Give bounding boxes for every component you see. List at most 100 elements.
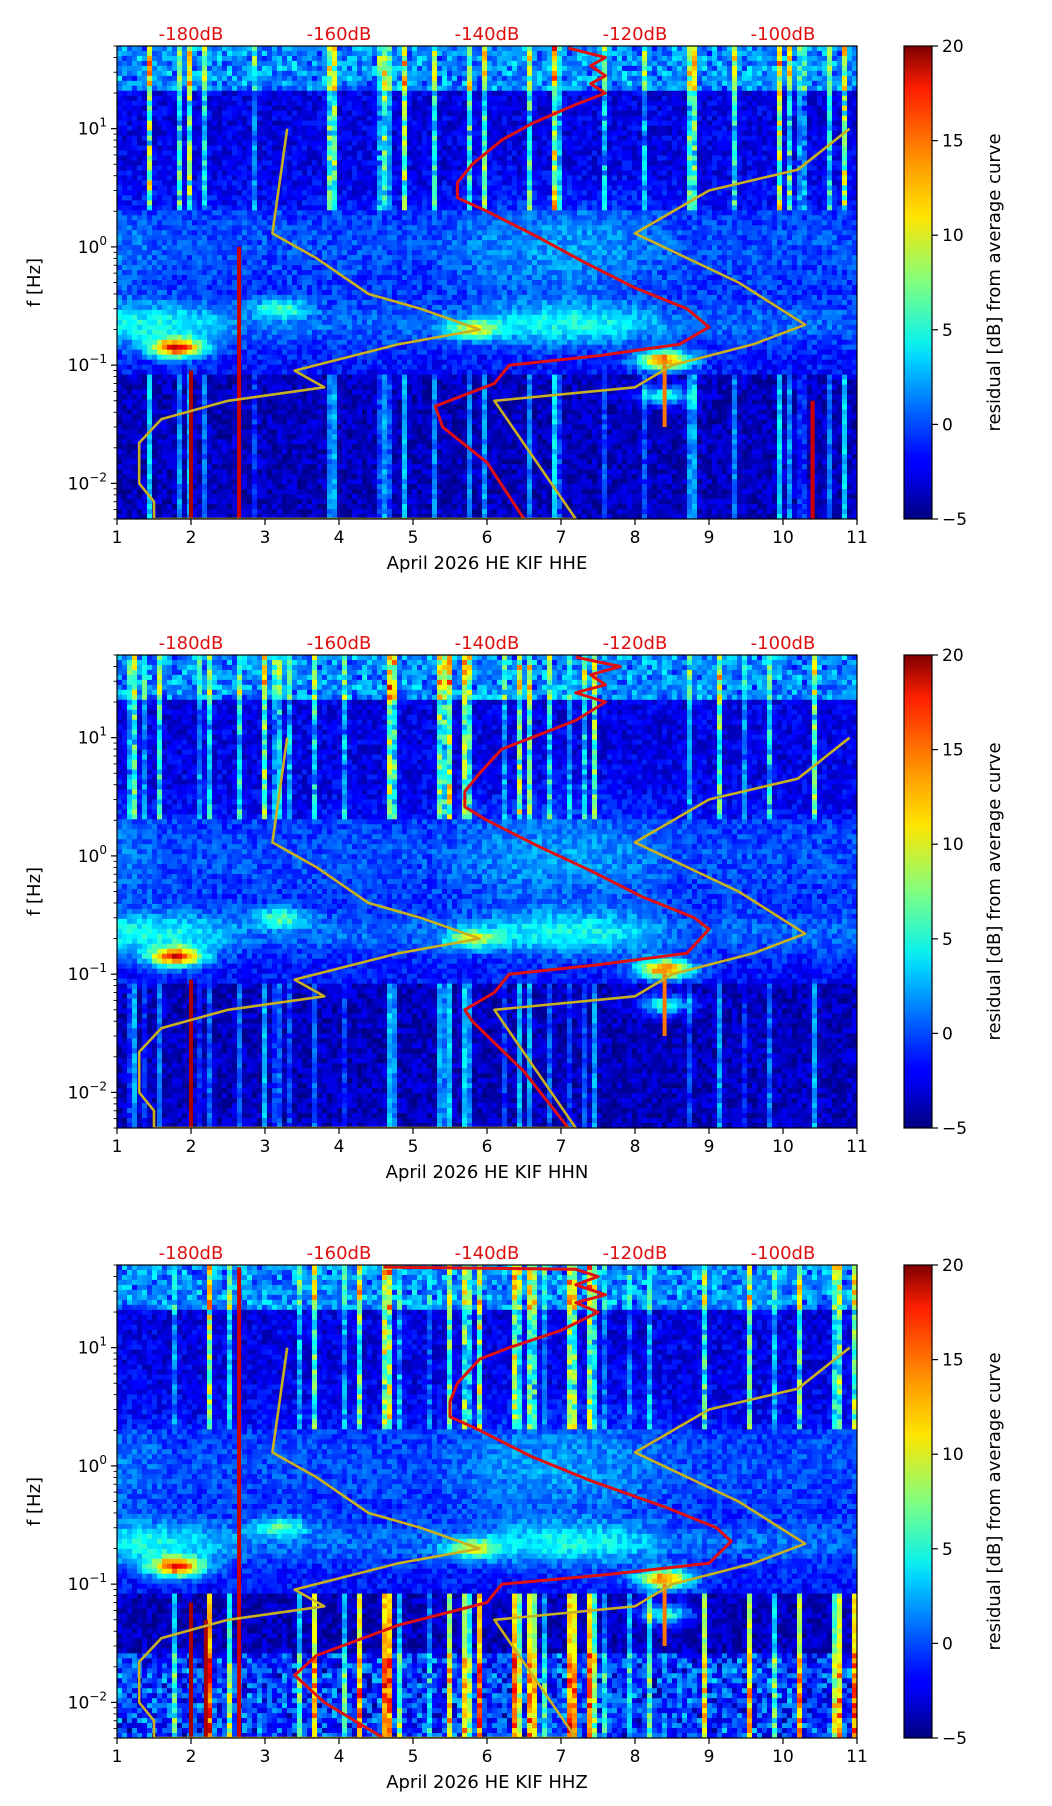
- db-scale-label: -100dB: [751, 24, 816, 45]
- y-axis-label: f [Hz]: [24, 1477, 45, 1526]
- colorbar: [903, 654, 933, 1129]
- x-axis-label: April 2026 HE KIF HHE: [387, 553, 588, 574]
- db-scale-label: -180dB: [159, 24, 224, 45]
- db-scale-label: -120dB: [603, 1243, 668, 1264]
- colorbar-tick-label: 15: [942, 132, 964, 152]
- colorbar-tick-label: 5: [942, 1540, 953, 1560]
- x-axis-label: April 2026 HE KIF HHN: [386, 1162, 589, 1183]
- colorbar-tick-label: 5: [942, 321, 953, 341]
- db-scale-label: -160dB: [307, 24, 372, 45]
- y-tick-label: 100: [78, 843, 107, 867]
- anomaly-line: [810, 400, 815, 519]
- x-tick-label: 11: [846, 1747, 868, 1767]
- db-scale-label: -120dB: [603, 24, 668, 45]
- colorbar-tick-label: 10: [942, 835, 964, 855]
- db-scale-label: -160dB: [307, 1243, 372, 1264]
- x-tick-label: 4: [334, 1747, 345, 1767]
- x-tick-label: 9: [704, 1137, 715, 1157]
- db-scale-label: -140dB: [455, 633, 520, 654]
- colorbar: [903, 45, 933, 520]
- y-tick-label: 100: [78, 234, 107, 258]
- x-tick-label: 8: [630, 1137, 641, 1157]
- x-tick-label: 10: [772, 528, 794, 548]
- x-tick-label: 2: [186, 528, 197, 548]
- x-tick-label: 7: [556, 1747, 567, 1767]
- db-scale-label: -180dB: [159, 1243, 224, 1264]
- noise-model-curve: [137, 736, 851, 1128]
- x-tick-label: 4: [334, 528, 345, 548]
- y-tick-label: 10−2: [68, 1079, 107, 1103]
- x-tick-label: 1: [112, 1137, 123, 1157]
- db-scale-label: -120dB: [603, 633, 668, 654]
- colorbar-tick-label: 10: [942, 226, 964, 246]
- x-tick-label: 11: [846, 528, 868, 548]
- colorbar-label: residual [dB] from average curve: [984, 1352, 1005, 1650]
- y-tick-label: 101: [78, 725, 107, 749]
- anomaly-line: [237, 246, 242, 519]
- average-psd-curve: [433, 46, 711, 519]
- db-scale-label: -100dB: [751, 1243, 816, 1264]
- colorbar-tick-label: −5: [942, 1119, 967, 1139]
- colorbar-label: residual [dB] from average curve: [984, 742, 1005, 1040]
- y-axis-label: f [Hz]: [24, 867, 45, 916]
- colorbar-tick-label: −5: [942, 510, 967, 530]
- x-tick-label: 10: [772, 1747, 794, 1767]
- y-tick-label: 10−1: [68, 961, 107, 985]
- y-tick-label: 101: [78, 116, 107, 140]
- x-tick-label: 11: [846, 1137, 868, 1157]
- colorbar-tick-label: 20: [942, 646, 964, 666]
- anomaly-line: [189, 979, 193, 1128]
- db-scale-label: -180dB: [159, 633, 224, 654]
- colorbar: [903, 1264, 933, 1739]
- db-scale-label: -140dB: [455, 1243, 520, 1264]
- x-tick-label: 3: [260, 528, 271, 548]
- heatmap-image: [117, 1265, 857, 1738]
- colorbar-tick-label: 20: [942, 37, 964, 57]
- x-tick-label: 5: [408, 1137, 419, 1157]
- anomaly-line: [189, 1602, 193, 1738]
- anomaly-line: [203, 1619, 208, 1738]
- x-tick-label: 8: [630, 528, 641, 548]
- db-scale-label: -160dB: [307, 633, 372, 654]
- colorbar-tick-label: −5: [942, 1729, 967, 1749]
- x-tick-label: 10: [772, 1137, 794, 1157]
- y-tick-label: 100: [78, 1453, 107, 1477]
- x-tick-label: 6: [482, 1747, 493, 1767]
- average-psd-curve: [293, 1265, 733, 1738]
- x-tick-label: 5: [408, 528, 419, 548]
- x-tick-label: 2: [186, 1747, 197, 1767]
- x-tick-label: 6: [482, 1137, 493, 1157]
- x-tick-label: 4: [334, 1137, 345, 1157]
- x-tick-label: 1: [112, 528, 123, 548]
- x-tick-label: 7: [556, 528, 567, 548]
- anomaly-line: [189, 370, 193, 519]
- x-axis-label: April 2026 HE KIF HHZ: [386, 1772, 588, 1793]
- heatmap-image: [117, 46, 857, 519]
- colorbar-tick-label: 15: [942, 1351, 964, 1371]
- x-tick-label: 9: [704, 1747, 715, 1767]
- y-tick-label: 10−1: [68, 352, 107, 376]
- colorbar-tick-label: 0: [942, 1024, 953, 1044]
- colorbar-tick-label: 0: [942, 415, 953, 435]
- x-tick-label: 7: [556, 1137, 567, 1157]
- x-tick-label: 8: [630, 1747, 641, 1767]
- x-tick-label: 5: [408, 1747, 419, 1767]
- anomaly-line: [662, 974, 667, 1036]
- x-tick-label: 1: [112, 1747, 123, 1767]
- colorbar-tick-label: 10: [942, 1445, 964, 1465]
- db-scale-label: -100dB: [751, 633, 816, 654]
- y-tick-label: 101: [78, 1335, 107, 1359]
- x-tick-label: 6: [482, 528, 493, 548]
- colorbar-tick-label: 5: [942, 930, 953, 950]
- anomaly-line: [662, 365, 667, 427]
- noise-model-curve: [137, 1346, 851, 1738]
- anomaly-line: [662, 1584, 667, 1646]
- colorbar-tick-label: 0: [942, 1634, 953, 1654]
- average-psd-curve: [463, 655, 711, 1128]
- heatmap-image: [117, 655, 857, 1128]
- colorbar-label: residual [dB] from average curve: [984, 133, 1005, 431]
